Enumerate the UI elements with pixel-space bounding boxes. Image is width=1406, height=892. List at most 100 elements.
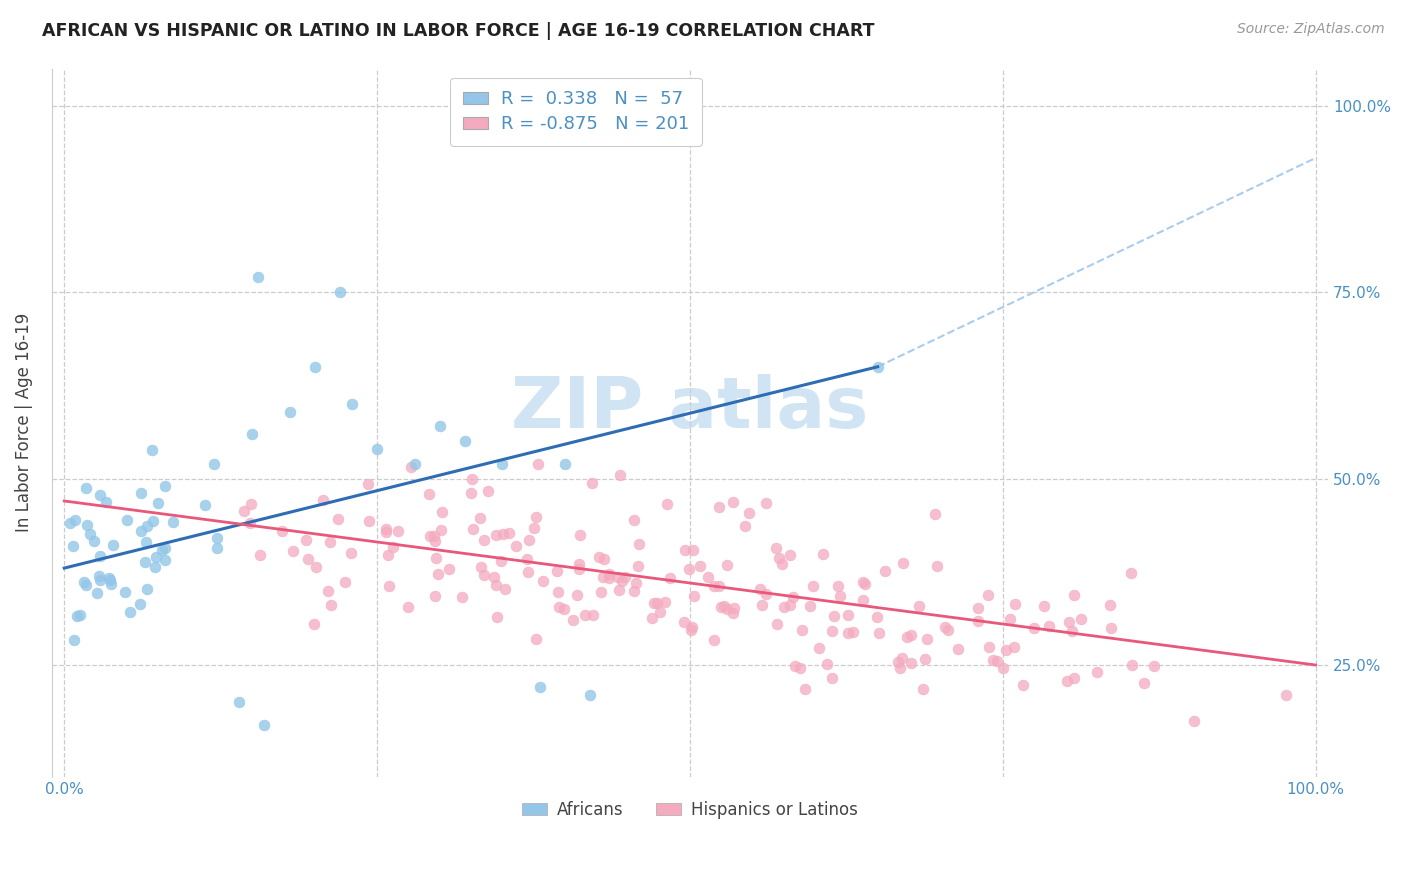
Point [1070, 612, 1092, 626]
Point [498, 525, 520, 540]
Point [768, 551, 790, 566]
Point [547, 565, 569, 579]
Point [485, 528, 508, 542]
Point [723, 600, 745, 615]
Point [141, 443, 163, 458]
Point [650, 606, 672, 620]
Point [607, 569, 630, 583]
Point [790, 624, 813, 638]
Point [423, 589, 446, 603]
Point [468, 510, 491, 524]
Point [748, 582, 770, 596]
Point [623, 512, 645, 526]
Point [194, 498, 217, 512]
Point [582, 608, 605, 623]
Point [641, 611, 664, 625]
Point [135, 535, 157, 549]
Point [682, 590, 704, 604]
Point [356, 477, 378, 491]
Point [297, 552, 319, 566]
Point [592, 570, 614, 584]
Point [655, 497, 678, 511]
Point [377, 548, 399, 562]
Point [967, 614, 990, 628]
Point [782, 591, 804, 605]
Point [654, 595, 676, 609]
Point [627, 558, 650, 573]
Point [703, 579, 725, 593]
Point [153, 541, 176, 555]
Point [65, 609, 87, 624]
Point [430, 524, 453, 538]
Point [76, 518, 98, 533]
Point [808, 640, 831, 655]
Point [1132, 675, 1154, 690]
Point [418, 487, 440, 501]
Point [811, 547, 834, 561]
Point [1063, 671, 1085, 685]
Point [998, 612, 1021, 626]
Point [627, 537, 650, 551]
Point [148, 495, 170, 509]
Point [302, 617, 325, 632]
Point [1274, 688, 1296, 702]
Point [228, 695, 250, 709]
Point [779, 548, 801, 562]
Point [873, 564, 896, 578]
Point [427, 567, 450, 582]
Point [547, 584, 569, 599]
Point [1182, 714, 1205, 729]
Point [321, 599, 343, 613]
Point [101, 538, 124, 552]
Point [505, 540, 527, 554]
Point [828, 589, 851, 603]
Point [491, 121, 513, 136]
Point [707, 500, 730, 514]
Point [925, 559, 948, 574]
Point [319, 535, 342, 549]
Point [765, 616, 787, 631]
Point [889, 661, 911, 675]
Point [519, 533, 541, 547]
Point [936, 623, 959, 637]
Point [588, 550, 610, 565]
Point [333, 574, 356, 589]
Point [79, 526, 101, 541]
Point [1121, 566, 1143, 580]
Point [516, 552, 538, 566]
Point [87, 568, 110, 582]
Point [240, 426, 263, 441]
Point [304, 359, 326, 374]
Point [713, 599, 735, 613]
Point [470, 560, 492, 574]
Point [607, 582, 630, 597]
Point [793, 682, 815, 697]
Point [62, 539, 84, 553]
Point [489, 554, 512, 568]
Point [841, 624, 863, 639]
Point [890, 651, 912, 665]
Point [145, 549, 167, 564]
Point [1038, 618, 1060, 632]
Point [589, 585, 612, 599]
Point [986, 654, 1008, 668]
Text: Source: ZipAtlas.com: Source: ZipAtlas.com [1237, 22, 1385, 37]
Point [866, 609, 889, 624]
Point [716, 558, 738, 573]
Point [1004, 597, 1026, 611]
Point [204, 457, 226, 471]
Point [89, 573, 111, 587]
Point [914, 652, 936, 666]
Point [401, 460, 423, 475]
Point [915, 632, 938, 647]
Legend: Africans, Hispanics or Latinos: Africans, Hispanics or Latinos [515, 794, 865, 825]
Point [979, 640, 1001, 655]
Point [472, 533, 495, 548]
Point [129, 524, 152, 539]
Point [696, 570, 718, 584]
Point [891, 556, 914, 570]
Point [494, 582, 516, 596]
Point [924, 508, 946, 522]
Point [477, 483, 499, 498]
Point [1142, 658, 1164, 673]
